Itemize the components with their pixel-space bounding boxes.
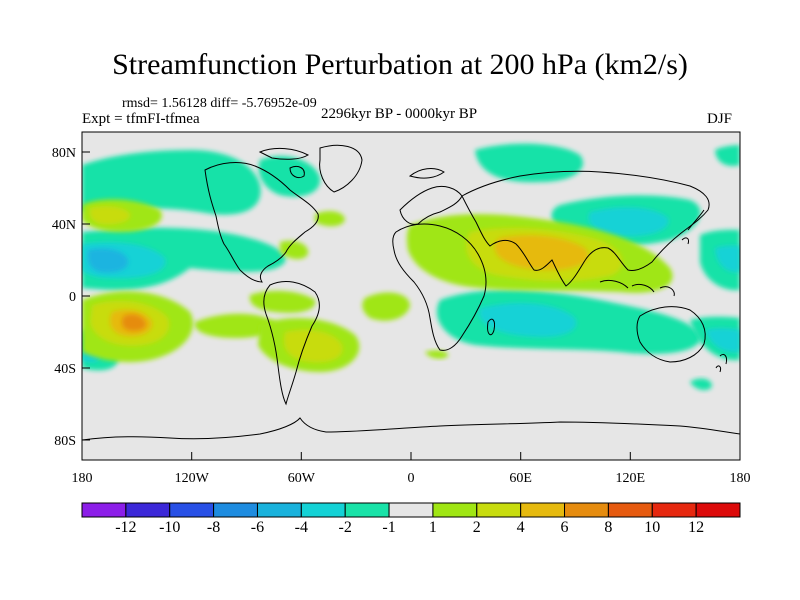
colorbar-label-2: -8: [207, 519, 220, 536]
lon-label-120e: 120E: [616, 471, 646, 486]
colorbar-box-0: [81, 502, 127, 518]
coastlines: [82, 144, 740, 441]
colorbar-boxes: [81, 502, 741, 518]
colorbar-label-1: -10: [159, 519, 180, 536]
lon-label-120w: 120W: [175, 471, 210, 486]
colorbar-label-9: 4: [517, 519, 525, 536]
lon-label-60e: 60E: [509, 471, 532, 486]
coastline-australia: [636, 306, 706, 363]
colorbar-label-6: -1: [382, 519, 395, 536]
colorbar: -12 -10 -8 -6 -4 -2 -1 1 2 4 6 8 10 12: [81, 502, 741, 536]
lon-label-60w: 60W: [288, 471, 316, 486]
colorbar-label-10: 6: [561, 519, 569, 536]
colorbar-label-11: 8: [604, 519, 612, 536]
longitude-axis: 180 120W 60W 0 60E 120E 180: [72, 452, 751, 486]
colorbar-box-9: [476, 502, 522, 518]
contour-fill-layer: [82, 143, 740, 391]
coastline-north-america: [204, 162, 319, 283]
coastline-south-america: [263, 281, 320, 406]
coastline-japan: [681, 209, 705, 245]
colorbar-box-3: [213, 502, 258, 518]
colorbar-label-13: 12: [688, 519, 704, 536]
rmsd-diff-stats: rmsd= 1.56128 diff= -5.76952e-09: [122, 96, 317, 111]
coastline-indonesia: [599, 279, 675, 297]
lat-label-40n: 40N: [52, 218, 76, 233]
colorbar-box-12: [607, 502, 653, 518]
map-title: Streamfunction Perturbation at 200 hPa (…: [112, 48, 688, 81]
pos-region-equatorial-pacific: [249, 290, 316, 313]
lat-label-0: 0: [69, 290, 76, 305]
lon-label-180e: 180: [730, 471, 751, 486]
coastline-africa: [392, 223, 487, 351]
neg-core-north-asia: [588, 207, 669, 237]
colorbar-label-4: -4: [295, 519, 308, 536]
colorbar-box-7: [388, 502, 434, 518]
colorbar-label-8: 2: [473, 519, 481, 536]
coastline-new-zealand: [715, 353, 727, 373]
lat-label-40s: 40S: [54, 362, 76, 377]
neg-core-west-pacific: [715, 245, 740, 273]
neg-region-canada: [258, 156, 321, 197]
colorbar-label-12: 10: [644, 519, 660, 536]
season-label: DJF: [707, 111, 733, 127]
neg-core-southern-ocean: [479, 303, 577, 338]
colorbar-box-1: [125, 502, 171, 518]
pos-core-south-asia: [494, 235, 589, 270]
colorbar-label-3: -6: [251, 519, 264, 536]
neg-region-north-pacific: [82, 150, 261, 215]
colorbar-box-4: [256, 502, 302, 518]
neg-region-arctic-east: [715, 145, 740, 167]
lon-label-180w: 180: [72, 471, 93, 486]
lon-label-0: 0: [408, 471, 415, 486]
colorbar-box-13: [651, 502, 697, 518]
pos-region-north-atlantic: [315, 211, 345, 227]
neg-core-south-pacific-east: [706, 328, 740, 353]
colorbar-label-0: -12: [115, 519, 136, 536]
colorbar-box-5: [300, 502, 346, 518]
pos-region-caribbean: [280, 240, 309, 260]
colorbar-box-11: [564, 502, 609, 518]
neg-region-siberia: [475, 143, 584, 183]
pos-core-north-pacific: [89, 206, 131, 225]
period-label: 2296kyr BP - 0000kyr BP: [321, 106, 478, 122]
coastline-antarctica: [82, 417, 740, 441]
coastline-canadian-archipelago: [258, 147, 309, 179]
neg-region-australia-south: [690, 378, 712, 391]
colorbar-label-7: 1: [429, 519, 437, 536]
coastline-madagascar: [487, 318, 495, 336]
pos-core-south-america: [283, 329, 343, 363]
colorbar-box-14: [695, 502, 741, 518]
lat-label-80n: 80N: [52, 146, 76, 161]
neg-core-east-pacific-inner: [87, 248, 129, 273]
latitude-axis: 80N 40N 0 40S 80S: [52, 146, 90, 449]
pos-region-south-atlantic: [362, 292, 410, 321]
experiment-label: Expt = tfmFI-tfmea: [82, 111, 200, 127]
coastline-greenland: [319, 144, 363, 193]
colorbar-box-10: [520, 502, 566, 518]
pos-region-south-atlantic-east: [425, 350, 449, 359]
colorbar-box-8: [432, 502, 478, 518]
lat-label-80s: 80S: [54, 434, 76, 449]
colorbar-label-5: -2: [339, 519, 352, 536]
pos-region-south-pacific-mid: [194, 313, 276, 338]
map-plot-area: [81, 131, 741, 461]
pos-inner-south-pacific-west: [121, 314, 146, 331]
coastline-asia: [461, 170, 710, 287]
colorbar-labels: -12 -10 -8 -6 -4 -2 -1 1 2 4 6 8 10 12: [115, 519, 704, 536]
colorbar-box-6: [344, 502, 390, 518]
colorbar-box-2: [169, 502, 215, 518]
